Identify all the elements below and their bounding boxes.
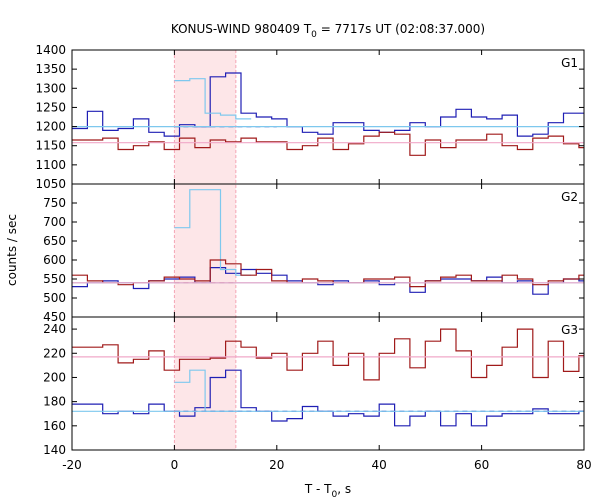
y-tick-label: 1050	[35, 177, 66, 191]
panel-g3: 140 160 180 200 220 240 G3	[43, 316, 585, 457]
series-g1-1	[174, 78, 252, 120]
panels-group: 10501100115012001250130013501400G1450500…	[35, 43, 591, 472]
series-g1-2	[72, 131, 584, 156]
chart-title-suffix: = 7717s UT (02:08:37.000)	[317, 22, 485, 36]
y-tick-label: 1100	[35, 158, 66, 172]
y-tick-label: 1300	[35, 81, 66, 95]
panel-frame-g2	[71, 183, 585, 318]
chart-title: KONUS-WIND 980409 T0 = 7717s UT (02:08:3…	[171, 22, 485, 40]
y-tick-label: 180	[43, 395, 66, 409]
y-tick-label: 1150	[35, 139, 66, 153]
y-tick-label: 600	[43, 253, 66, 267]
y-axis-label: counts / sec	[5, 214, 19, 286]
x-axis-label-prefix: T - T	[304, 482, 332, 496]
x-tick-label: 0	[171, 458, 179, 472]
x-axis-label: T - T0, s	[304, 482, 351, 500]
x-axis-label-suffix: , s	[337, 482, 351, 496]
y-tick-label: 200	[43, 370, 66, 384]
y-tick-label: 1350	[35, 62, 66, 76]
y-tick-label: 220	[43, 346, 66, 360]
y-tick-label: 500	[43, 291, 66, 305]
x-tick-label: 20	[269, 458, 284, 472]
y-tick-label: 750	[43, 196, 66, 210]
y-tick-label: 240	[43, 322, 66, 336]
x-axis-label-subscript: 0	[332, 490, 338, 500]
panel-label: G3	[561, 323, 578, 337]
panel-g2: 450 500 550 600 650 700 750 G2	[43, 183, 585, 324]
y-tick-label: 650	[43, 234, 66, 248]
x-tick-label: 80	[576, 458, 591, 472]
y-tick-label: 700	[43, 215, 66, 229]
chart-title-prefix: KONUS-WIND 980409 T	[171, 22, 312, 36]
panel-label: G1	[561, 56, 578, 70]
y-tick-label: 160	[43, 419, 66, 433]
series-g3-0	[72, 369, 584, 427]
series-g1-0	[72, 72, 584, 137]
y-tick-label: 140	[43, 443, 66, 457]
x-tick-label: -20	[62, 458, 82, 472]
y-tick-label: 1200	[35, 120, 66, 134]
panel-label: G2	[561, 190, 578, 204]
panel-g1: 1050 1100 1150 1200 1250 1300 1350 1400 G1	[35, 43, 585, 191]
series-g2-2	[72, 259, 584, 288]
series-g2-1	[174, 189, 252, 276]
y-tick-label: 1250	[35, 100, 66, 114]
series-g3-2	[72, 328, 584, 381]
panel-frame-g1	[71, 49, 585, 185]
y-tick-label: 1400	[35, 43, 66, 57]
chart-title-subscript: 0	[311, 30, 317, 40]
panel-frame-g3	[71, 316, 585, 451]
x-tick-label: 60	[474, 458, 489, 472]
x-tick-label: 40	[372, 458, 387, 472]
y-tick-label: 450	[43, 310, 66, 324]
y-tick-label: 550	[43, 272, 66, 286]
